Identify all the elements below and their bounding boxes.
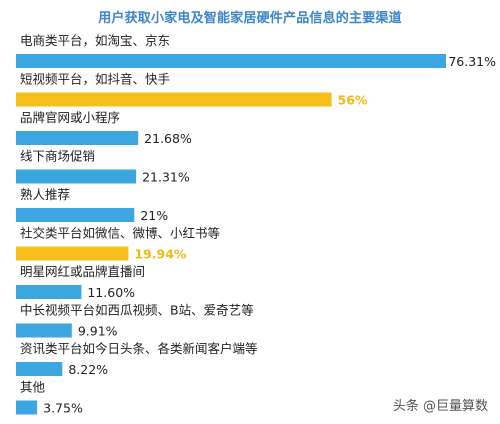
chart-title: 用户获取小家电及智能家居硬件产品信息的主要渠道 <box>98 11 402 26</box>
value-label: 76.31% <box>448 54 496 69</box>
value-label: 21.68% <box>144 131 192 146</box>
value-label: 8.22% <box>68 362 108 377</box>
value-label: 56% <box>338 93 368 108</box>
bar <box>16 362 63 376</box>
value-label: 21% <box>140 208 168 223</box>
bar <box>16 54 446 68</box>
category-label: 线下商场促销 <box>20 149 95 164</box>
category-label: 社交类平台如微信、微博、小红书等 <box>20 226 220 241</box>
value-label: 9.91% <box>78 324 118 339</box>
bar <box>16 285 82 299</box>
category-label: 中长视频平台如西瓜视频、B站、爱奇艺等 <box>20 303 254 318</box>
bar <box>16 208 135 222</box>
value-label: 11.60% <box>87 285 135 300</box>
bar <box>16 131 139 145</box>
value-label: 19.94% <box>134 247 187 262</box>
bar <box>16 323 72 338</box>
category-label: 短视频平台，如抖音、快手 <box>20 72 170 87</box>
category-label: 熟人推荐 <box>20 187 70 202</box>
bar <box>16 92 332 107</box>
category-label: 明星网红或品牌直播间 <box>20 264 145 279</box>
category-label: 电商类平台，如淘宝、京东 <box>20 33 170 48</box>
category-label: 品牌官网或小程序 <box>20 110 120 125</box>
value-label: 3.75% <box>43 401 83 416</box>
category-label: 资讯类平台如今日头条、各类新闻客户端等 <box>20 341 258 356</box>
value-label: 21.31% <box>142 170 190 185</box>
bar <box>16 400 38 415</box>
watermark: 头条 @巨量算数 <box>392 399 488 414</box>
bar <box>16 246 129 261</box>
bar <box>16 169 137 184</box>
category-label: 其他 <box>20 380 46 395</box>
